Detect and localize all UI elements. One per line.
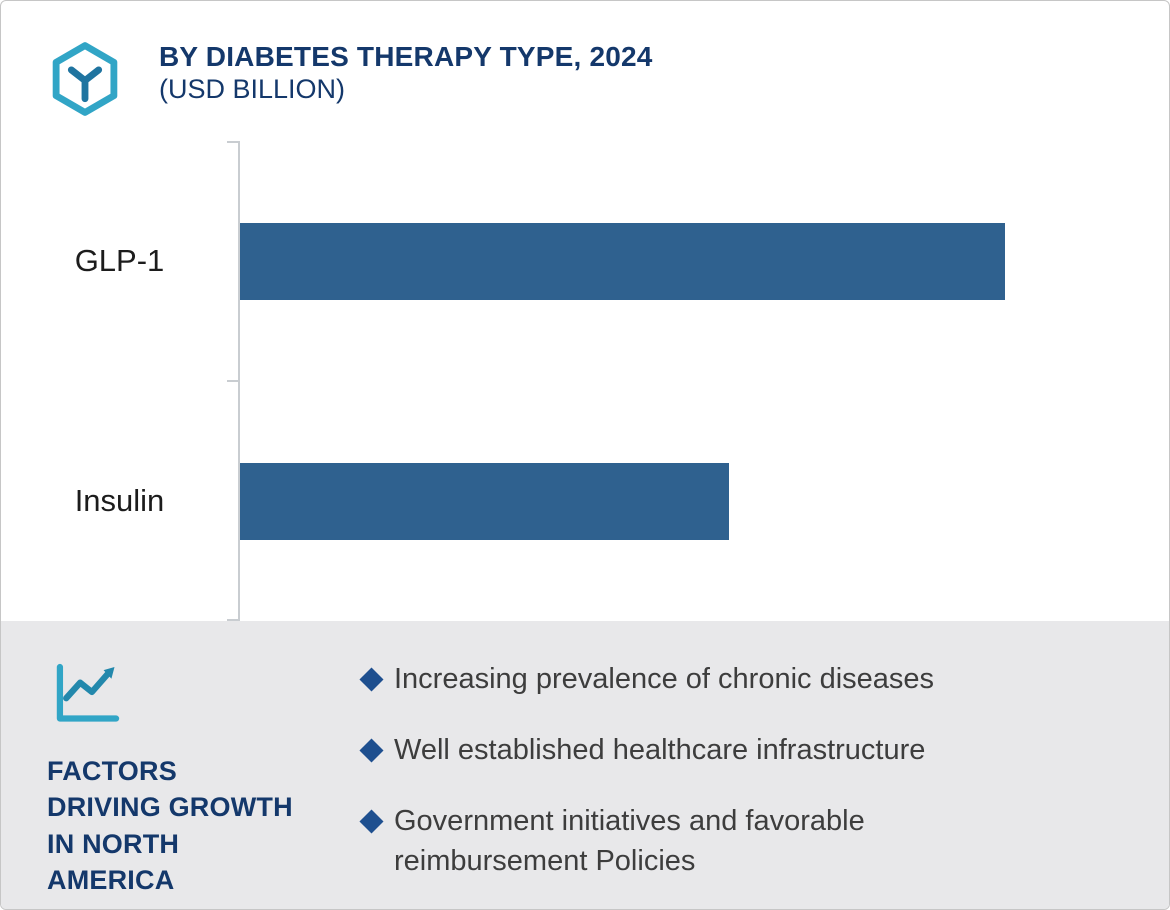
factors-left-column: FACTORS DRIVING GROWTH IN NORTH AMERICA bbox=[47, 649, 347, 899]
bar bbox=[240, 462, 729, 540]
bullet-text: Increasing prevalence of chronic disease… bbox=[394, 663, 935, 695]
header: BY DIABETES THERAPY TYPE, 2024 (USD BILL… bbox=[1, 1, 1169, 141]
bullet-item: Government initiatives and favorable rei… bbox=[359, 801, 1024, 881]
bullet-text: Well established healthcare infrastructu… bbox=[394, 734, 926, 767]
axis-tick bbox=[227, 380, 238, 382]
bar-track bbox=[238, 381, 1129, 621]
chart-row: GLP-1 bbox=[1, 141, 1129, 381]
diamond-bullet-icon bbox=[359, 738, 384, 763]
bar-category-label: Insulin bbox=[74, 483, 165, 518]
diamond-bullet-icon bbox=[359, 809, 384, 834]
factors-heading: FACTORS DRIVING GROWTH IN NORTH AMERICA bbox=[47, 756, 293, 896]
bullet-item: Increasing prevalence of chronic disease… bbox=[359, 659, 1024, 699]
chart-subtitle: (USD BILLION) bbox=[159, 74, 346, 105]
title-block: BY DIABETES THERAPY TYPE, 2024 (USD BILL… bbox=[159, 39, 653, 106]
axis-tick bbox=[227, 619, 238, 621]
bar bbox=[240, 222, 1005, 300]
factors-bullet-list: Increasing prevalence of chronic disease… bbox=[359, 649, 1024, 909]
axis-tick bbox=[227, 141, 238, 143]
bullet-item: Well established healthcare infrastructu… bbox=[359, 730, 1024, 770]
factors-panel: FACTORS DRIVING GROWTH IN NORTH AMERICA … bbox=[1, 621, 1169, 909]
hexagon-y-logo-icon bbox=[52, 42, 118, 116]
bar-track bbox=[238, 141, 1129, 381]
trend-line-chart-icon bbox=[56, 663, 120, 722]
bullet-text: Government initiatives and favorable rei… bbox=[394, 805, 865, 878]
bar-chart: GLP-1 Insulin bbox=[1, 141, 1129, 621]
diamond-bullet-icon bbox=[359, 667, 384, 692]
chart-row: Insulin bbox=[1, 381, 1129, 621]
bar-category-label: GLP-1 bbox=[74, 243, 165, 278]
chart-title: BY DIABETES THERAPY TYPE, 2024 bbox=[159, 41, 653, 72]
